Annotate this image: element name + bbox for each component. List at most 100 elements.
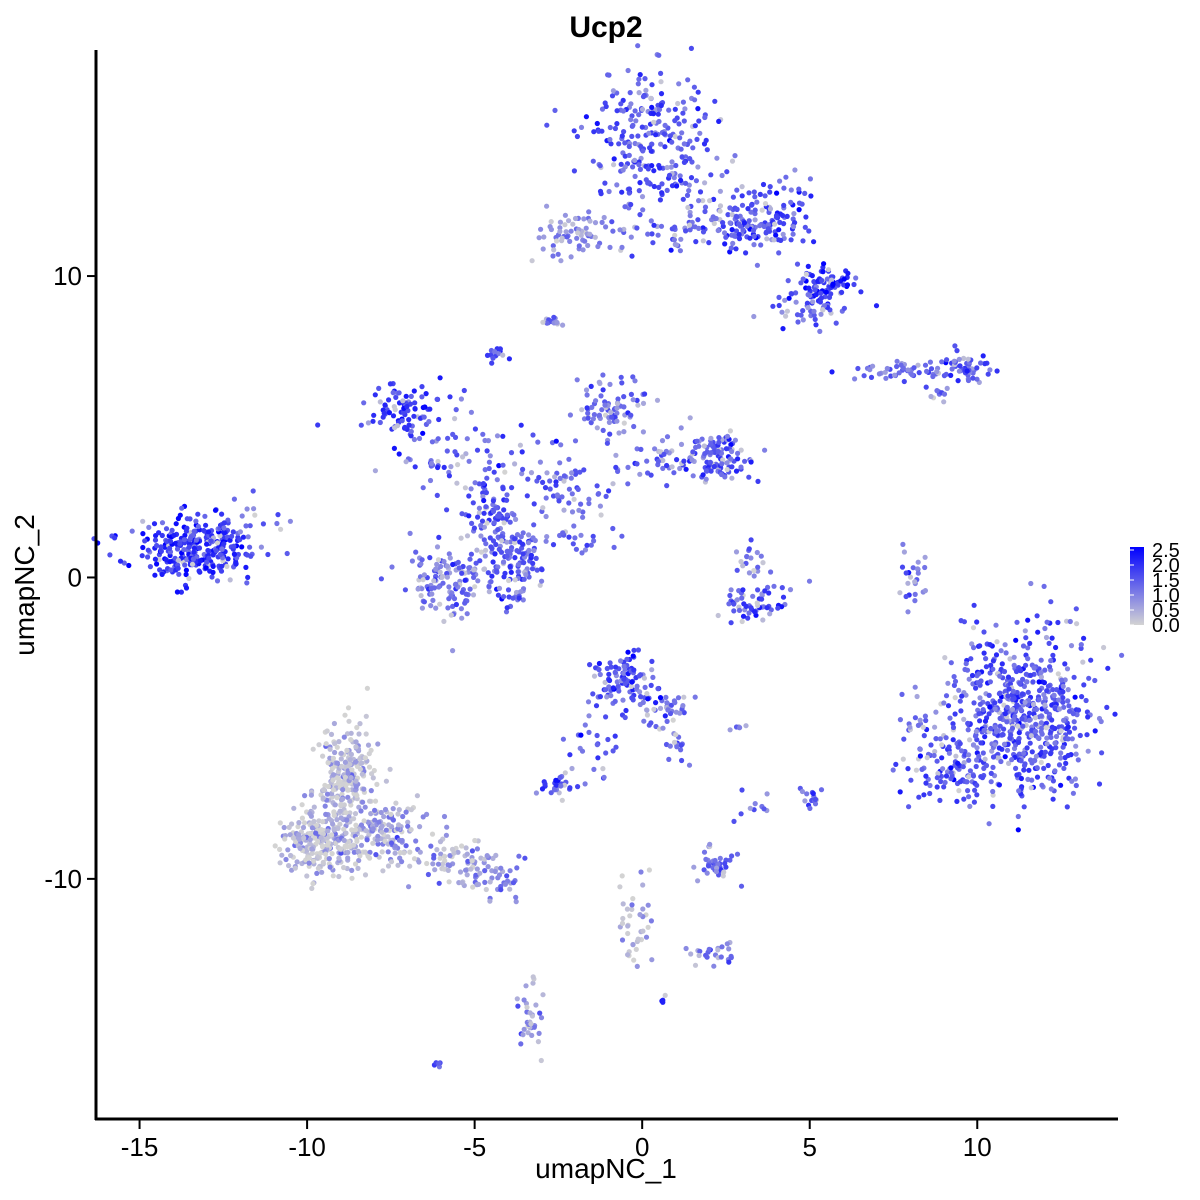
data-point [1053,745,1059,751]
data-point [496,513,502,519]
data-point [591,129,597,135]
data-point [987,642,993,648]
data-point [980,353,986,359]
data-point [183,585,190,591]
data-point [811,308,817,314]
data-point [489,360,495,366]
data-point [845,270,851,276]
data-point [396,451,402,457]
data-point [570,221,576,227]
data-point [1088,657,1094,663]
data-point [347,810,353,816]
data-point [1039,725,1045,731]
data-point [830,281,836,287]
data-point [920,724,926,730]
data-point [733,549,740,555]
data-point [482,879,488,886]
data-point [359,760,365,766]
data-point [1029,749,1035,755]
data-point [650,111,657,117]
data-point [561,473,568,479]
data-point [718,954,724,960]
data-point [661,451,667,457]
data-point [923,384,929,390]
data-point [919,766,925,773]
data-point [308,813,314,819]
data-point [607,381,613,387]
data-point [1052,705,1058,711]
data-point [446,584,452,590]
data-point [604,694,610,700]
data-point [1009,677,1016,683]
data-point [785,278,791,284]
data-point [1080,659,1086,665]
data-point [810,790,816,797]
data-point [1019,716,1025,722]
data-point [426,419,432,425]
data-point [395,811,401,817]
data-point [690,145,696,151]
data-point [437,375,443,381]
data-point [481,510,487,516]
data-point [755,478,761,484]
data-point [901,736,907,742]
data-point [377,419,383,426]
data-point [974,376,980,382]
data-point [569,509,576,515]
data-point [278,526,284,532]
data-point [947,715,953,721]
data-point [496,872,503,878]
data-point [806,578,813,584]
data-point [386,410,392,416]
data-point [739,618,745,625]
data-point [421,599,427,605]
data-point [319,869,325,875]
data-point [523,572,529,578]
data-point [584,542,590,548]
data-point [512,577,518,583]
data-point [531,1024,537,1030]
data-point [231,543,237,549]
data-point [870,363,876,369]
data-point [735,456,741,462]
data-point [717,203,724,209]
data-point [971,799,978,805]
data-point [927,359,934,365]
data-point [621,404,627,410]
data-point [552,107,558,113]
data-point [628,201,634,208]
data-point [355,865,361,872]
data-point [669,183,676,189]
data-point [727,220,733,226]
data-point [299,802,305,808]
data-point [758,553,764,559]
data-point [820,269,826,275]
data-point [738,447,744,453]
data-point [758,242,764,248]
data-point [770,303,776,309]
data-point [385,863,392,869]
data-point [637,471,643,477]
data-point [193,537,199,543]
data-point [338,756,344,762]
data-point [993,622,999,628]
data-point [486,465,492,472]
data-point [338,846,344,852]
data-point [206,555,212,561]
data-point [1044,619,1050,625]
data-point [196,568,202,574]
data-point [659,190,665,196]
data-point [297,845,303,852]
data-point [899,691,905,698]
data-point [330,787,336,793]
data-point [708,435,714,441]
data-point [818,787,825,793]
data-point [779,585,785,591]
data-point [603,714,609,720]
data-point [483,886,489,893]
data-point [480,431,486,437]
data-point [332,749,338,756]
data-point [607,431,613,437]
data-point [433,605,439,611]
data-point [591,412,598,418]
